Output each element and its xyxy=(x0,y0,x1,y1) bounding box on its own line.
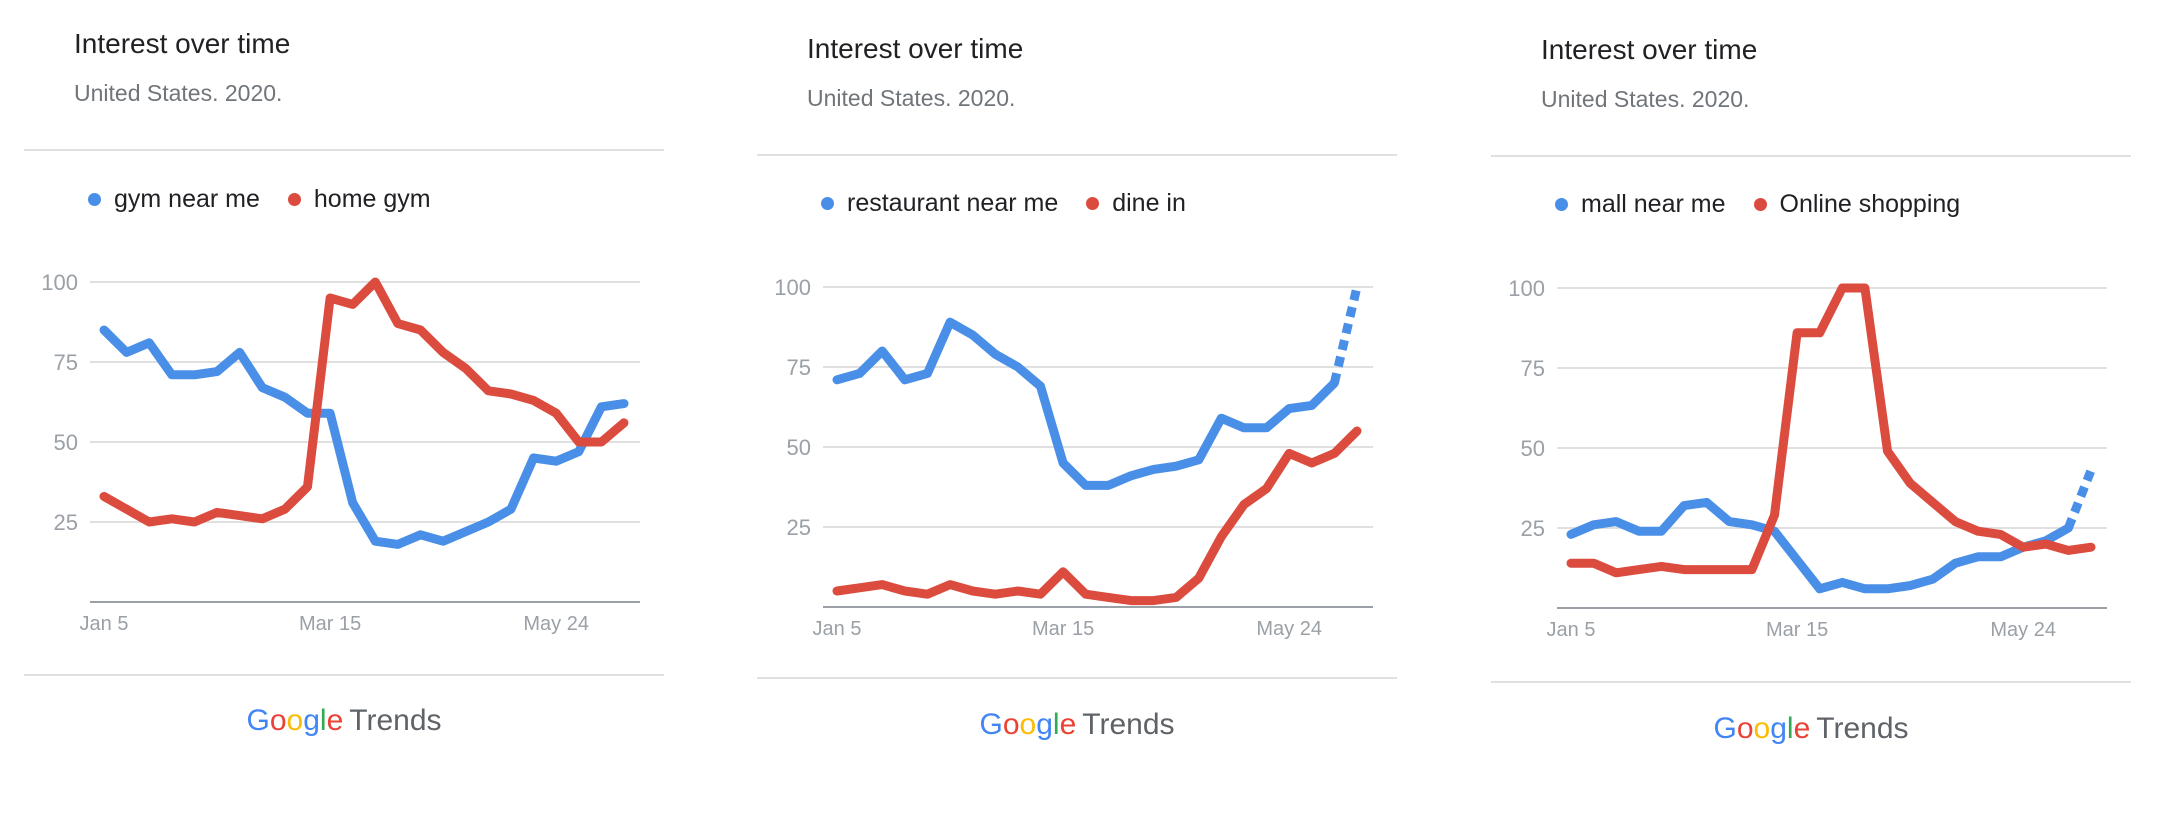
chart-card-1: Interest over time United States. 2020. … xyxy=(24,0,704,826)
logo-letter: l xyxy=(1786,712,1794,745)
legend-label: gym near me xyxy=(114,185,260,213)
series-line-partial xyxy=(1330,285,1362,385)
x-tick-label: Mar 15 xyxy=(1032,618,1094,640)
y-tick-label: 50 xyxy=(1521,436,1545,461)
logo-letter: G xyxy=(246,704,270,737)
series-line xyxy=(1566,283,2096,578)
google-trends-logo: Google Trends xyxy=(24,704,664,738)
legend-label: mall near me xyxy=(1581,190,1726,218)
logo-letter: e xyxy=(1793,712,1811,745)
legend-dot-icon xyxy=(88,193,101,206)
y-tick-label: 100 xyxy=(1508,276,1545,301)
series-line xyxy=(832,317,1339,490)
logo-letter: o xyxy=(1019,708,1037,741)
x-tick-label: Mar 15 xyxy=(1766,619,1828,641)
google-trends-logo: Google Trends xyxy=(757,708,1397,742)
divider xyxy=(24,149,664,151)
trends-wordmark: Trends xyxy=(349,704,442,737)
logo-letter: l xyxy=(319,704,327,737)
y-tick-label: 25 xyxy=(787,515,811,540)
divider xyxy=(1491,155,2131,157)
logo-letter: e xyxy=(326,704,344,737)
divider xyxy=(757,677,1397,679)
chart-card-3: Interest over time United States. 2020. … xyxy=(1491,0,2171,826)
legend-dot-icon xyxy=(1555,198,1568,211)
logo-letter: G xyxy=(1713,712,1737,745)
legend-item[interactable]: restaurant near me xyxy=(821,189,1058,218)
card-title: Interest over time xyxy=(74,28,291,59)
line-chart: 25 50 75 100 Jan 5 Mar 15 May 24 xyxy=(1508,276,2107,641)
series-line xyxy=(832,426,1362,606)
logo-letter: o xyxy=(286,704,304,737)
logo-letter: o xyxy=(1736,712,1754,745)
line-chart: 25 50 75 100 Jan 5 Mar 15 May 24 xyxy=(41,270,640,635)
trends-wordmark: Trends xyxy=(1816,712,1909,745)
y-tick-label: 75 xyxy=(54,350,78,375)
divider xyxy=(24,674,664,676)
legend-item[interactable]: gym near me xyxy=(88,185,260,214)
y-tick-label: 25 xyxy=(54,510,78,535)
legend-item[interactable]: dine in xyxy=(1086,189,1186,218)
chart-card-2: Interest over time United States. 2020. … xyxy=(757,0,1437,826)
x-tick-label: Jan 5 xyxy=(813,618,862,640)
card-subtitle: United States. 2020. xyxy=(807,85,1016,111)
y-tick-label: 50 xyxy=(54,430,78,455)
x-tick-label: May 24 xyxy=(1990,619,2056,641)
logo-letter: o xyxy=(1002,708,1020,741)
legend-dot-icon xyxy=(1753,198,1767,211)
x-tick-label: Jan 5 xyxy=(1547,619,1596,641)
series-line xyxy=(99,325,629,549)
legend-dot-icon xyxy=(287,193,301,206)
logo-letter: g xyxy=(1036,708,1053,741)
series-line-partial xyxy=(2064,468,2096,530)
legend: mall near me Online shopping xyxy=(1555,190,1988,219)
y-tick-label: 25 xyxy=(1521,516,1545,541)
logo-letter: o xyxy=(269,704,287,737)
legend-label: restaurant near me xyxy=(847,189,1059,217)
line-chart: 25 50 75 100 Jan 5 Mar 15 May 24 xyxy=(774,275,1373,640)
trends-wordmark: Trends xyxy=(1082,708,1175,741)
logo-letter: g xyxy=(303,704,320,737)
x-tick-label: Mar 15 xyxy=(299,613,361,635)
logo-letter: o xyxy=(1753,712,1771,745)
y-tick-label: 75 xyxy=(787,355,811,380)
card-title: Interest over time xyxy=(1541,34,1758,65)
y-tick-label: 100 xyxy=(774,275,811,300)
legend: restaurant near me dine in xyxy=(821,189,1214,218)
google-trends-logo: Google Trends xyxy=(1491,712,2131,746)
legend-item[interactable]: mall near me xyxy=(1555,190,1726,219)
legend-item[interactable]: home gym xyxy=(287,185,431,214)
series-line xyxy=(1566,497,2073,594)
legend-label: Online shopping xyxy=(1779,190,1961,218)
card-subtitle: United States. 2020. xyxy=(74,80,283,106)
legend-item[interactable]: Online shopping xyxy=(1753,190,1961,219)
x-tick-label: May 24 xyxy=(523,613,589,635)
legend-label: home gym xyxy=(313,185,431,213)
google-wordmark: Google xyxy=(979,708,1076,741)
card-title: Interest over time xyxy=(807,33,1024,64)
card-subtitle: United States. 2020. xyxy=(1541,86,1750,112)
series-line xyxy=(99,277,629,527)
google-wordmark: Google xyxy=(246,704,343,737)
y-tick-label: 75 xyxy=(1521,356,1545,381)
logo-letter: e xyxy=(1059,708,1077,741)
divider xyxy=(757,154,1397,156)
legend-dot-icon xyxy=(821,197,834,210)
y-tick-label: 100 xyxy=(41,270,78,295)
divider xyxy=(1491,681,2131,683)
logo-letter: l xyxy=(1052,708,1060,741)
legend: gym near me home gym xyxy=(88,185,459,214)
x-tick-label: May 24 xyxy=(1256,618,1322,640)
x-tick-label: Jan 5 xyxy=(80,613,129,635)
legend-label: dine in xyxy=(1112,189,1186,217)
logo-letter: g xyxy=(1770,712,1787,745)
y-tick-label: 50 xyxy=(787,435,811,460)
legend-dot-icon xyxy=(1086,197,1100,210)
logo-letter: G xyxy=(979,708,1003,741)
google-wordmark: Google xyxy=(1713,712,1810,745)
